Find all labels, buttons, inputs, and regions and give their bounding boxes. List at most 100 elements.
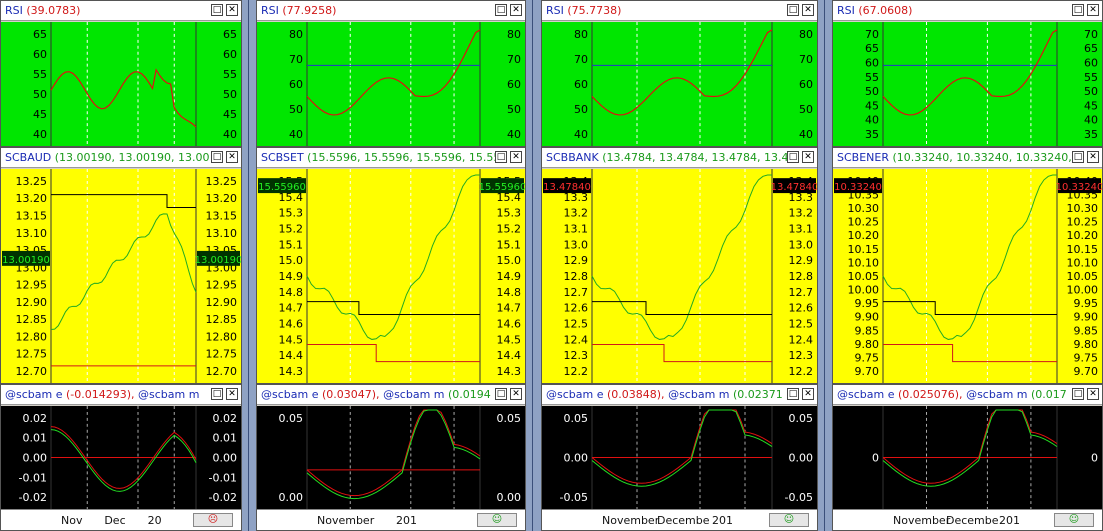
- y-tick-label-right: 12.2: [789, 365, 813, 378]
- y-tick-label-left: 50: [865, 85, 879, 98]
- restore-button[interactable]: □: [495, 4, 507, 16]
- y-tick-label-right: 12.6: [789, 302, 814, 315]
- y-tick-label-left: 60: [865, 57, 879, 70]
- y-tick-label-left: 13.10: [16, 227, 47, 240]
- y-tick-label-left: 14.5: [279, 333, 304, 346]
- y-tick-label-right: 40: [507, 128, 521, 141]
- y-tick-label-right: 35: [1084, 128, 1098, 141]
- restore-button[interactable]: □: [787, 388, 799, 400]
- sad-face-icon[interactable]: ☹: [193, 513, 233, 527]
- indicator-name-2: @scbam m: [383, 388, 445, 401]
- signal-line: [50, 429, 197, 492]
- smile-face-icon[interactable]: ☺: [769, 513, 809, 527]
- y-tick-label-right: 12.3: [789, 349, 814, 362]
- price-chart[interactable]: 13.25 13.25 13.20 13.20 13.15 13.15 13.10 13.10…: [1, 169, 241, 383]
- price-chart[interactable]: 13.413.413.313.313.213.213.113.113.013.0…: [542, 169, 817, 383]
- ind-chart[interactable]: 0.05 0.05 0.00 0.00: [257, 406, 525, 509]
- close-button[interactable]: ✕: [802, 388, 814, 400]
- rsi-chart[interactable]: 80 80 70 70 60 60 50 50 40 40: [542, 22, 817, 146]
- restore-button[interactable]: □: [1072, 151, 1084, 163]
- close-button[interactable]: ✕: [226, 388, 238, 400]
- y-tick-label-right: 12.75: [206, 348, 237, 361]
- price-tag: [773, 178, 816, 194]
- momentum-line: [882, 409, 1058, 484]
- indicator-value: (0.03848),: [606, 388, 665, 401]
- y-tick-label-right: 15.1: [497, 238, 521, 251]
- y-tick-label-left: 12.95: [16, 279, 47, 292]
- y-tick-label-right: 80: [799, 28, 813, 41]
- ind-title-bar: @scbam e (0.03848), @scbam m (0.02371: [542, 385, 817, 405]
- close-button[interactable]: ✕: [510, 388, 522, 400]
- price-title-bar: SCBAUD (13.00190, 13.00190, 13.00: [1, 148, 241, 168]
- indicator-name: @scbam e: [261, 388, 319, 401]
- ind-chart[interactable]: 0.05 0.05 0.00 0.00 -0.05 -0.05: [542, 406, 817, 509]
- price-tag-label: 15.55960: [258, 182, 306, 193]
- close-button[interactable]: ✕: [1087, 4, 1099, 16]
- restore-button[interactable]: □: [1072, 388, 1084, 400]
- rsi-chart[interactable]: 65 65 60 60 55 55 50 50 45 45 40 40: [1, 22, 241, 146]
- indicator-name: @scbam e: [546, 388, 604, 401]
- restore-button[interactable]: □: [1072, 4, 1084, 16]
- ind-plot: 0.02 0.02 0.01 0.01 0.00 0.00 -0.01 -0.01 -0.02 -…: [1, 406, 241, 509]
- close-button[interactable]: ✕: [802, 151, 814, 163]
- y-tick-label-right: 9.70: [1074, 365, 1099, 378]
- price-plot: 13.25 13.25 13.20 13.20 13.15 13.15 13.10 13.10…: [1, 169, 241, 383]
- price-chart[interactable]: 10.4010.4010.3510.3510.3010.3010.2510.25…: [833, 169, 1102, 383]
- restore-button[interactable]: □: [787, 151, 799, 163]
- y-tick-label-right: 12.5: [789, 318, 814, 331]
- y-tick-label-right: -0.01: [209, 471, 237, 484]
- y-tick-label-right: 50: [223, 88, 237, 101]
- y-tick-label-right: 0.00: [497, 491, 522, 504]
- restore-button[interactable]: □: [211, 151, 223, 163]
- y-tick-label-left: 13.20: [16, 192, 47, 205]
- y-tick-label-right: 40: [1084, 114, 1098, 127]
- restore-button[interactable]: □: [211, 4, 223, 16]
- y-tick-label-left: 12.85: [16, 313, 47, 326]
- price-chart[interactable]: 15.515.515.415.415.315.315.215.215.115.1…: [257, 169, 525, 383]
- y-tick-label-right: 9.90: [1074, 311, 1099, 324]
- y-tick-label-left: 55: [33, 68, 47, 81]
- y-tick-label-left: 13.0: [564, 238, 589, 251]
- y-tick-label-left: 65: [865, 42, 879, 55]
- price-pane: SCBAUD (13.00190, 13.00190, 13.00 □ ✕ 13.25…: [0, 147, 242, 384]
- smile-face-icon[interactable]: ☺: [477, 513, 517, 527]
- y-tick-label-left: 14.6: [279, 318, 304, 331]
- indicator-name: RSI: [5, 4, 23, 17]
- price-tag: [834, 178, 882, 194]
- y-tick-label-left: 35: [865, 128, 879, 141]
- rsi-plot: 80 80 70 70 60 60 50 50 40 40: [257, 22, 525, 146]
- ind-chart[interactable]: 0.02 0.02 0.01 0.01 0.00 0.00 -0.01 -0.01 -0.02 -…: [1, 406, 241, 509]
- price-title-bar: SCBENER (10.33240, 10.33240, 10.33240, 1: [833, 148, 1102, 168]
- momentum-line: [591, 409, 773, 484]
- restore-button[interactable]: □: [495, 388, 507, 400]
- date-label: 20: [147, 514, 162, 527]
- close-button[interactable]: ✕: [1087, 151, 1099, 163]
- price-plot: 15.515.515.415.415.315.315.215.215.115.1…: [257, 169, 525, 383]
- close-button[interactable]: ✕: [802, 4, 814, 16]
- y-tick-label-right: 60: [223, 48, 237, 61]
- rsi-title-bar: RSI (77.9258): [257, 1, 525, 21]
- close-button[interactable]: ✕: [1087, 388, 1099, 400]
- close-button[interactable]: ✕: [226, 4, 238, 16]
- y-tick-label-right: -0.02: [209, 491, 237, 504]
- restore-button[interactable]: □: [495, 151, 507, 163]
- y-tick-label-right: 13.1: [789, 222, 813, 235]
- y-tick-label-right: 13.0: [789, 238, 814, 251]
- indicator-name: RSI: [261, 4, 279, 17]
- rsi-chart[interactable]: 80 80 70 70 60 60 50 50 40 40: [257, 22, 525, 146]
- close-button[interactable]: ✕: [226, 151, 238, 163]
- y-tick-label-left: 0.05: [279, 412, 303, 425]
- close-button[interactable]: ✕: [510, 4, 522, 16]
- smile-face-icon[interactable]: ☺: [1054, 513, 1094, 527]
- y-tick-label-right: 10.05: [1067, 270, 1098, 283]
- ind-title-bar: @scbam e (0.025076), @scbam m (0.017: [833, 385, 1102, 405]
- restore-button[interactable]: □: [211, 388, 223, 400]
- y-tick-label-right: 12.90: [206, 296, 237, 309]
- chart-window: RSI (75.7738) □ ✕ 80 80 70 70 60 60 50 50 40 40 SCBBA…: [541, 0, 818, 531]
- rsi-line: [306, 29, 481, 116]
- close-button[interactable]: ✕: [510, 151, 522, 163]
- price-tag: [258, 178, 306, 194]
- restore-button[interactable]: □: [787, 4, 799, 16]
